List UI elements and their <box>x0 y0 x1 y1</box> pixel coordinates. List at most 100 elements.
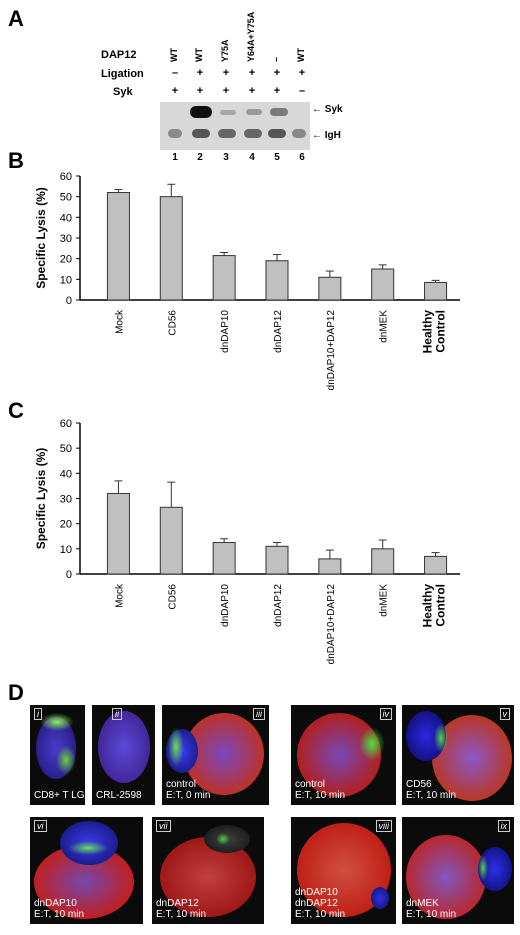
lane-6-syk: – <box>298 85 306 97</box>
band-syk-2 <box>190 106 212 118</box>
lane-1-syk: + <box>171 85 179 97</box>
b-category-label: dnDAP12 <box>273 310 284 353</box>
cell-blob <box>216 833 230 845</box>
b-ytick-label: 20 <box>60 254 72 266</box>
c-bar <box>424 555 448 575</box>
micrograph-caption: dnMEK E:T, 10 min <box>406 898 457 920</box>
chart-c: 0 10 20 30 40 50 60 Specific Lysis (%) Mock CD56 d… <box>34 418 460 665</box>
cell-blob <box>40 713 74 731</box>
lane-6-dap12: WT <box>296 48 306 62</box>
micrograph-numeral: viii <box>375 820 392 832</box>
b-category-label: dnDAP10+DAP12 <box>326 310 337 391</box>
panel-b-label: B <box>8 148 24 173</box>
lane-4-dap12: Y64A+Y75A <box>246 11 256 62</box>
micrograph-vii: vii dnDAP12 E:T, 10 min <box>152 817 264 924</box>
micrograph-numeral: ix <box>497 820 510 832</box>
b-bar <box>106 192 130 301</box>
micrograph-numeral: vi <box>34 820 47 832</box>
micrograph-numeral: i <box>34 708 42 720</box>
b-category-label: dnDAP10 <box>220 310 231 353</box>
c-category-label: dnDAP10 <box>220 584 231 627</box>
row-label-syk: Syk <box>113 86 133 98</box>
syk-band-label: ← Syk <box>312 104 343 115</box>
c-bar <box>212 542 236 575</box>
lane-4-ligation: + <box>248 67 256 79</box>
lane-6-number: 6 <box>299 152 305 163</box>
lane-4-syk: + <box>248 85 256 97</box>
micrograph-iv: iv control E:T, 10 min <box>291 705 396 805</box>
b-category-label: dnMEK <box>379 310 390 343</box>
c-ytick-label: 30 <box>60 494 72 506</box>
cell-blob <box>359 727 385 761</box>
band-syk-5 <box>270 108 288 116</box>
lane-2-dap12: WT <box>194 48 204 62</box>
b-bar <box>424 281 448 301</box>
c-ytick-label: 10 <box>60 544 72 556</box>
row-label-dap12: DAP12 <box>101 49 137 61</box>
band-igh-2 <box>192 129 210 138</box>
micrograph-caption: dnDAP10 E:T, 10 min <box>34 898 85 920</box>
b-category-label: Healthy <box>421 310 435 354</box>
lane-1-number: 1 <box>172 152 178 163</box>
lane-3-number: 3 <box>223 152 229 163</box>
cell-blob <box>371 887 389 909</box>
c-category-label: Control <box>434 584 448 627</box>
c-ytick-label: 60 <box>60 418 72 430</box>
c-bar <box>371 548 395 575</box>
c-category-label: dnDAP10+DAP12 <box>326 584 337 665</box>
lane-1-ligation: – <box>171 67 179 79</box>
lane-3-ligation: + <box>222 67 230 79</box>
lane-5-ligation: + <box>273 67 281 79</box>
micrograph-caption: CD8+ T LGL <box>34 790 85 801</box>
blot-image <box>160 102 310 150</box>
micrograph-ii: ii CRL-2598 <box>92 705 155 805</box>
b-ytick-label: 50 <box>60 192 72 204</box>
c-ylabel: Specific Lysis (%) <box>34 448 48 550</box>
b-category-label: Mock <box>114 309 125 334</box>
cell-blob <box>98 711 150 783</box>
b-category-label: Control <box>434 310 448 353</box>
micrograph-iii: iii control E:T, 0 min <box>162 705 269 805</box>
micrograph-caption: control E:T, 10 min <box>295 779 346 801</box>
lane-6-ligation: + <box>298 67 306 79</box>
micrograph-ix: ix dnMEK E:T, 10 min <box>402 817 514 924</box>
c-ytick-label: 20 <box>60 519 72 531</box>
lane-5-syk: + <box>273 85 281 97</box>
b-ylabel: Specific Lysis (%) <box>34 187 48 289</box>
micrograph-viii: viii dnDAP10 dnDAP12 E:T, 10 min <box>291 817 396 924</box>
micrograph-numeral: iii <box>253 708 265 720</box>
c-category-label: dnDAP12 <box>273 584 284 627</box>
c-category-label: dnMEK <box>379 584 390 617</box>
band-igh-5 <box>268 129 286 138</box>
b-bar <box>318 276 342 301</box>
micrograph-numeral: ii <box>112 708 122 720</box>
micrograph-v: v CD56 E:T, 10 min <box>402 705 514 805</box>
band-syk-3 <box>220 110 236 115</box>
band-igh-6 <box>292 129 306 138</box>
c-category-label: CD56 <box>167 584 178 610</box>
lane-3-dap12: Y75A <box>220 39 230 62</box>
band-igh-4 <box>244 129 262 138</box>
igh-band-label: ← IgH <box>312 130 341 141</box>
micrograph-vi: vi dnDAP10 E:T, 10 min <box>30 817 143 924</box>
lane-5-number: 5 <box>274 152 280 163</box>
lane-2-syk: + <box>196 85 204 97</box>
band-syk-4 <box>246 109 262 115</box>
lane-2-ligation: + <box>196 67 204 79</box>
b-bar <box>159 196 183 301</box>
band-igh-3 <box>218 129 236 138</box>
micrograph-caption: CRL-2598 <box>96 790 142 801</box>
cell-blob <box>478 855 488 881</box>
c-category-label: Mock <box>114 583 125 608</box>
cell-blob <box>434 723 448 753</box>
b-bar <box>212 255 236 301</box>
b-ytick-label: 0 <box>66 295 72 307</box>
c-bar <box>318 558 342 575</box>
cell-blob <box>406 835 486 919</box>
b-ytick-label: 60 <box>60 171 72 183</box>
lane-1-dap12: WT <box>169 48 179 62</box>
c-ytick-label: 40 <box>60 468 72 480</box>
c-ytick-label: 50 <box>60 443 72 455</box>
micrograph-caption: CD56 E:T, 10 min <box>406 779 457 801</box>
b-bar <box>371 268 395 301</box>
